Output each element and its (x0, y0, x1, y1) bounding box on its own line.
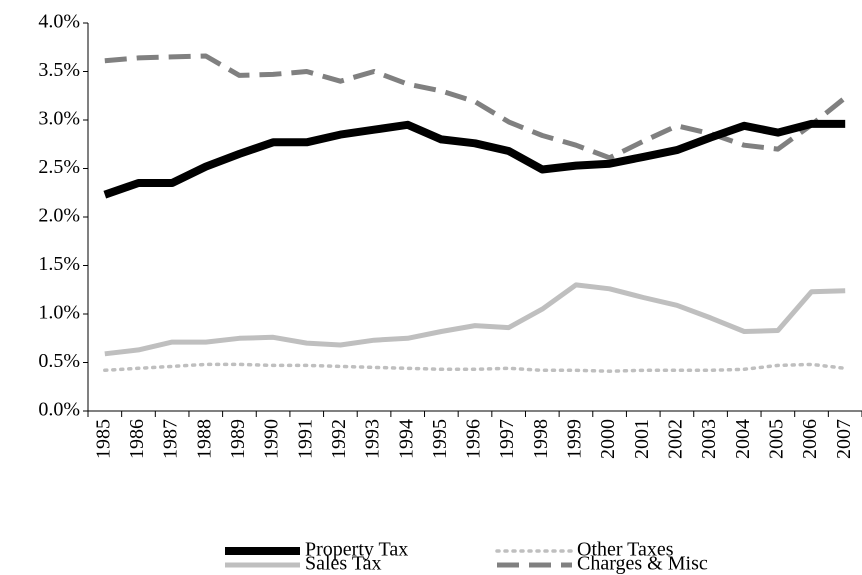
y-tick-label: 0.5% (38, 350, 80, 372)
y-tick-label: 3.0% (38, 108, 80, 130)
y-tick-label: 3.5% (38, 59, 80, 81)
x-tick-label: 1992 (328, 419, 350, 459)
x-tick-label: 1999 (564, 419, 586, 459)
y-tick-label: 1.0% (38, 302, 80, 324)
x-tick-label: 1996 (463, 419, 485, 459)
series-line (104, 282, 846, 357)
x-tick-label: 2007 (833, 419, 855, 459)
legend-label: Charges & Misc (577, 553, 708, 575)
x-tick-label: 1987 (160, 419, 182, 459)
x-tick-label: 2000 (597, 419, 619, 459)
x-tick-label: 1985 (92, 419, 114, 459)
x-tick-label: 1997 (496, 419, 518, 459)
x-tick-label: 1995 (429, 419, 451, 459)
legend-label: Property Tax (305, 539, 408, 561)
x-tick-label: 1994 (395, 419, 417, 459)
y-tick-label: 2.5% (38, 156, 80, 178)
y-tick-label: 0.0% (38, 399, 80, 421)
x-tick-label: 1989 (227, 419, 249, 459)
x-tick-label: 1998 (530, 419, 552, 459)
x-tick-label: 1990 (261, 419, 283, 459)
x-tick-label: 2005 (765, 419, 787, 459)
legend-label: Other Taxes (577, 539, 674, 561)
x-tick-label: 2004 (732, 419, 754, 459)
series-line (103, 362, 847, 373)
x-tick-label: 2003 (698, 419, 720, 459)
x-tick-label: 1993 (362, 419, 384, 459)
y-tick-label: 1.5% (38, 253, 80, 275)
x-tick-label: 1986 (126, 419, 148, 459)
y-tick-label: 4.0% (38, 11, 80, 33)
series-line (103, 119, 846, 199)
x-tick-label: 2001 (631, 419, 653, 459)
x-tick-label: 2002 (665, 419, 687, 459)
x-tick-label: 1991 (294, 419, 316, 459)
x-tick-label: 2006 (799, 419, 821, 459)
y-tick-label: 2.0% (38, 205, 80, 227)
legend-label: Sales Tax (305, 553, 382, 575)
x-tick-label: 1988 (193, 419, 215, 459)
